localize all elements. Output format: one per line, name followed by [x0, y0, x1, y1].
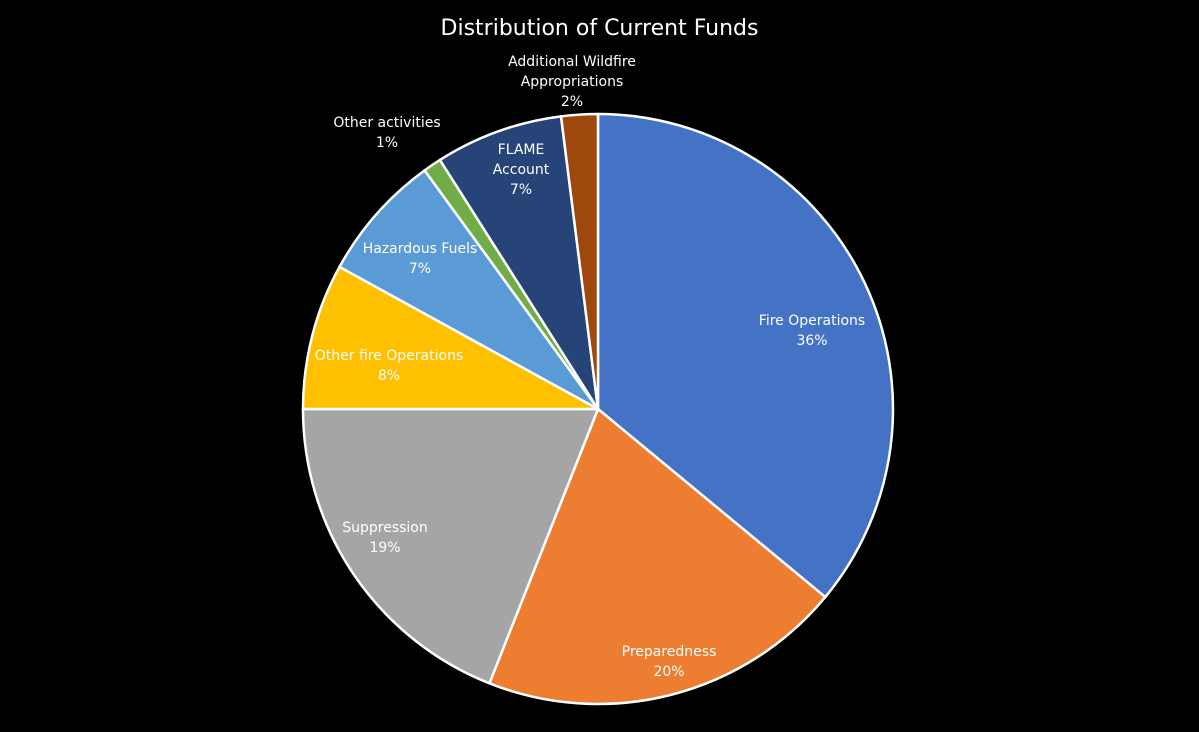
pie-slice-flame-account: [438, 115, 600, 411]
pie-slices: [301, 112, 895, 706]
pie-slice-additional-wildfire-appropriations: [559, 112, 600, 411]
data-label-hazardous-fuels: Hazardous Fuels 7%: [363, 241, 478, 277]
data-label-other-fire-operations: Other fire Operations 8%: [315, 348, 464, 384]
pie-labels: Fire Operations 36% Preparedness 20% Suppres…: [315, 54, 865, 680]
data-label-additional-wildfire-appropriations: Additional Wildfire Appropriations 2%: [508, 54, 636, 110]
data-label-preparedness: Preparedness 20%: [622, 644, 717, 680]
pie-slice-other-fire-operations: [301, 265, 600, 411]
data-label-fire-operations: Fire Operations 36%: [759, 313, 865, 349]
pie-slice-fire-operations: [596, 112, 895, 599]
pie-slice-suppression: [301, 407, 600, 685]
data-label-other-activities: Other activities 1%: [333, 115, 440, 151]
data-label-flame-account: FLAME Account 7%: [493, 142, 550, 198]
chart-title: Distribution of Current Funds: [440, 16, 759, 41]
data-label-suppression: Suppression 19%: [342, 520, 428, 556]
pie-slice-hazardous-fuels: [338, 169, 600, 411]
pie-slice-preparedness: [488, 407, 827, 706]
